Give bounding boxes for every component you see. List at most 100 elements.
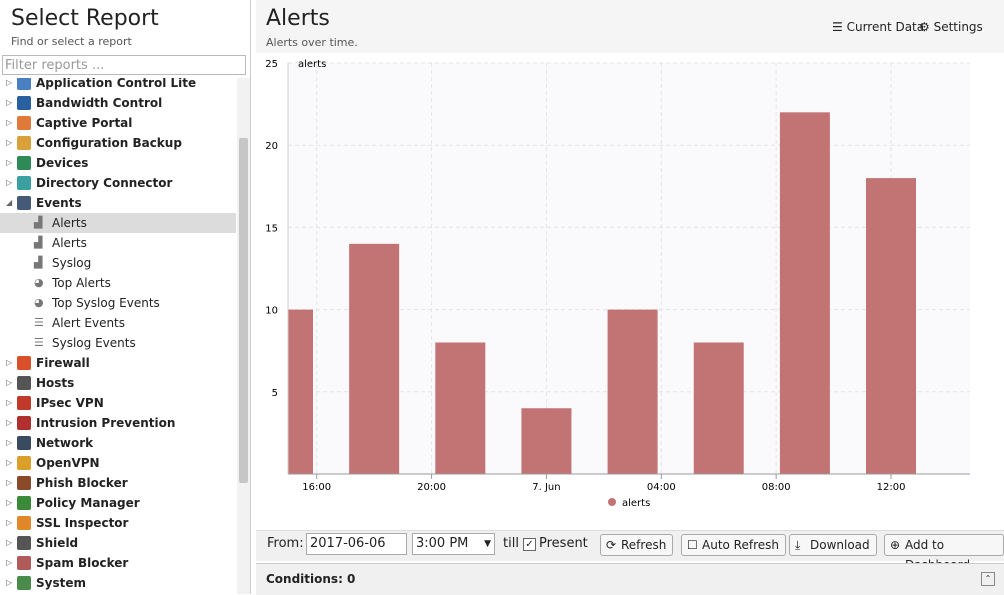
tree-toggle: ▷ — [6, 458, 13, 467]
tree-toggle: ▷ — [6, 398, 13, 407]
button-icon: ⤓ — [795, 538, 801, 552]
sidebar-subtitle: Find or select a report — [11, 35, 132, 48]
bar — [779, 112, 830, 474]
till-label: till — [503, 536, 519, 551]
tree-row[interactable]: ▷ System — [0, 573, 236, 593]
tree-icon — [17, 176, 31, 190]
tree-label: Alert Events — [52, 316, 126, 330]
tree-toggle: ▷ — [6, 558, 13, 567]
tree-icon — [17, 396, 31, 410]
tree-row[interactable]: ▷ SSL Inspector — [0, 513, 236, 533]
scroll-thumb[interactable] — [239, 138, 248, 483]
tree-label: Configuration Backup — [36, 136, 182, 150]
button-icon: ☐ — [687, 538, 698, 552]
button-label: Auto Refresh — [702, 538, 779, 552]
tree-icon — [17, 536, 31, 550]
tree-row[interactable]: ◕ Top Syslog Events — [0, 293, 236, 313]
tree-row[interactable]: ☰ Syslog Events — [0, 333, 236, 353]
time-field[interactable]: 3:00 PM ▼ — [412, 533, 495, 555]
y-tick-label: 10 — [265, 306, 278, 317]
tree-row[interactable]: ▷ Phish Blocker — [0, 473, 236, 493]
y-tick-label: 20 — [265, 141, 278, 152]
tree-row[interactable]: ▟ Alerts — [0, 213, 236, 233]
bar — [693, 342, 744, 474]
button-icon: ⟳ — [606, 538, 617, 552]
date-value: 2017-06-06 — [310, 536, 386, 551]
tree-icon — [17, 136, 31, 150]
tree-label: IPsec VPN — [36, 396, 104, 410]
bar — [288, 309, 313, 474]
tree-row[interactable]: ▷ Devices — [0, 153, 236, 173]
tree-row[interactable]: ▟ Alerts — [0, 233, 236, 253]
tree-icon — [17, 156, 31, 170]
tree-label: OpenVPN — [36, 456, 100, 470]
tree-label: Captive Portal — [36, 116, 133, 130]
tree-row[interactable]: ▷ Application Control Lite — [0, 78, 236, 93]
x-tick-label: 08:00 — [762, 482, 791, 493]
tree-row[interactable]: ▷ Network — [0, 433, 236, 453]
tree-label: Directory Connector — [36, 176, 173, 190]
toolbar-button[interactable]: ☐ Auto Refresh — [681, 534, 786, 556]
settings-button[interactable]: ⚙ Settings — [919, 20, 983, 34]
toolbar-button[interactable]: ⟳ Refresh — [600, 534, 674, 556]
tree-toggle: ▷ — [6, 158, 13, 167]
tree-row[interactable]: ▷ Directory Connector — [0, 173, 236, 193]
present-label: Present — [539, 536, 588, 551]
report-subtitle: Alerts over time. — [266, 36, 358, 49]
filter-input[interactable]: Filter reports ... — [2, 55, 246, 75]
tree-row[interactable]: ▷ Shield — [0, 533, 236, 553]
bar — [349, 243, 400, 474]
tree-row[interactable]: ▷ Bandwidth Control — [0, 93, 236, 113]
toolbar-button[interactable]: ⤓ Download — [789, 534, 877, 556]
y-tick-label: 15 — [265, 223, 278, 234]
report-title: Alerts — [266, 6, 330, 31]
legend-swatch — [608, 498, 616, 506]
current-data-button[interactable]: ☰ Current Data — [832, 20, 925, 34]
from-label: From: — [267, 536, 304, 551]
tree-row[interactable]: ◢ Events — [0, 193, 236, 213]
tree-row[interactable]: ◕ Top Alerts — [0, 273, 236, 293]
tree-row[interactable]: ▷ Firewall — [0, 353, 236, 373]
tree-row[interactable]: ▷ Policy Manager — [0, 493, 236, 513]
tree-label: Bandwidth Control — [36, 96, 163, 110]
tree-row[interactable]: ▷ Intrusion Prevention — [0, 413, 236, 433]
tree-label: Shield — [36, 536, 79, 550]
tree-icon — [17, 416, 31, 430]
tree-row[interactable]: ▷ Hosts — [0, 373, 236, 393]
expand-button[interactable]: ⌃ — [981, 572, 995, 586]
tree-row[interactable]: ▷ Captive Portal — [0, 113, 236, 133]
date-field[interactable]: 2017-06-06 — [306, 533, 407, 555]
x-tick-label: 12:00 — [877, 482, 906, 493]
tree-icon — [17, 96, 31, 110]
tree-icon — [17, 576, 31, 590]
toolbar-button[interactable]: ⊕Add to Dashboard — [884, 534, 1004, 572]
tree-row[interactable]: ▷ IPsec VPN — [0, 393, 236, 413]
bar — [866, 178, 917, 474]
tree-label: Spam Blocker — [36, 556, 129, 570]
x-tick-label: 16:00 — [302, 482, 331, 493]
conditions-bar[interactable]: Conditions: 0 ⌃ — [256, 563, 1004, 595]
tree-icon: ◕ — [34, 296, 44, 309]
tree-icon — [17, 436, 31, 450]
tree-icon: ▟ — [34, 216, 43, 229]
tree-icon — [17, 496, 31, 510]
tree-row[interactable]: ▷ Spam Blocker — [0, 553, 236, 573]
tree-toggle: ▷ — [6, 178, 13, 187]
tree-label: Syslog — [52, 256, 92, 270]
present-checkbox[interactable]: ✓ — [523, 538, 536, 551]
tree-label: Policy Manager — [36, 496, 140, 510]
tree-row[interactable]: ▷ Configuration Backup — [0, 133, 236, 153]
tree-row[interactable]: ▷ OpenVPN — [0, 453, 236, 473]
tree-label: SSL Inspector — [36, 516, 129, 530]
tree-toggle: ▷ — [6, 498, 13, 507]
tree-row[interactable]: ▟ Syslog — [0, 253, 236, 273]
tree-toggle: ▷ — [6, 118, 13, 127]
conditions-label: Conditions: 0 — [266, 572, 356, 586]
bar — [521, 408, 572, 474]
bar — [607, 309, 658, 474]
tree-icon — [17, 196, 31, 210]
tree-row[interactable]: ☰ Alert Events — [0, 313, 236, 333]
tree-label: Intrusion Prevention — [36, 416, 176, 430]
scrollbar[interactable] — [237, 78, 250, 594]
